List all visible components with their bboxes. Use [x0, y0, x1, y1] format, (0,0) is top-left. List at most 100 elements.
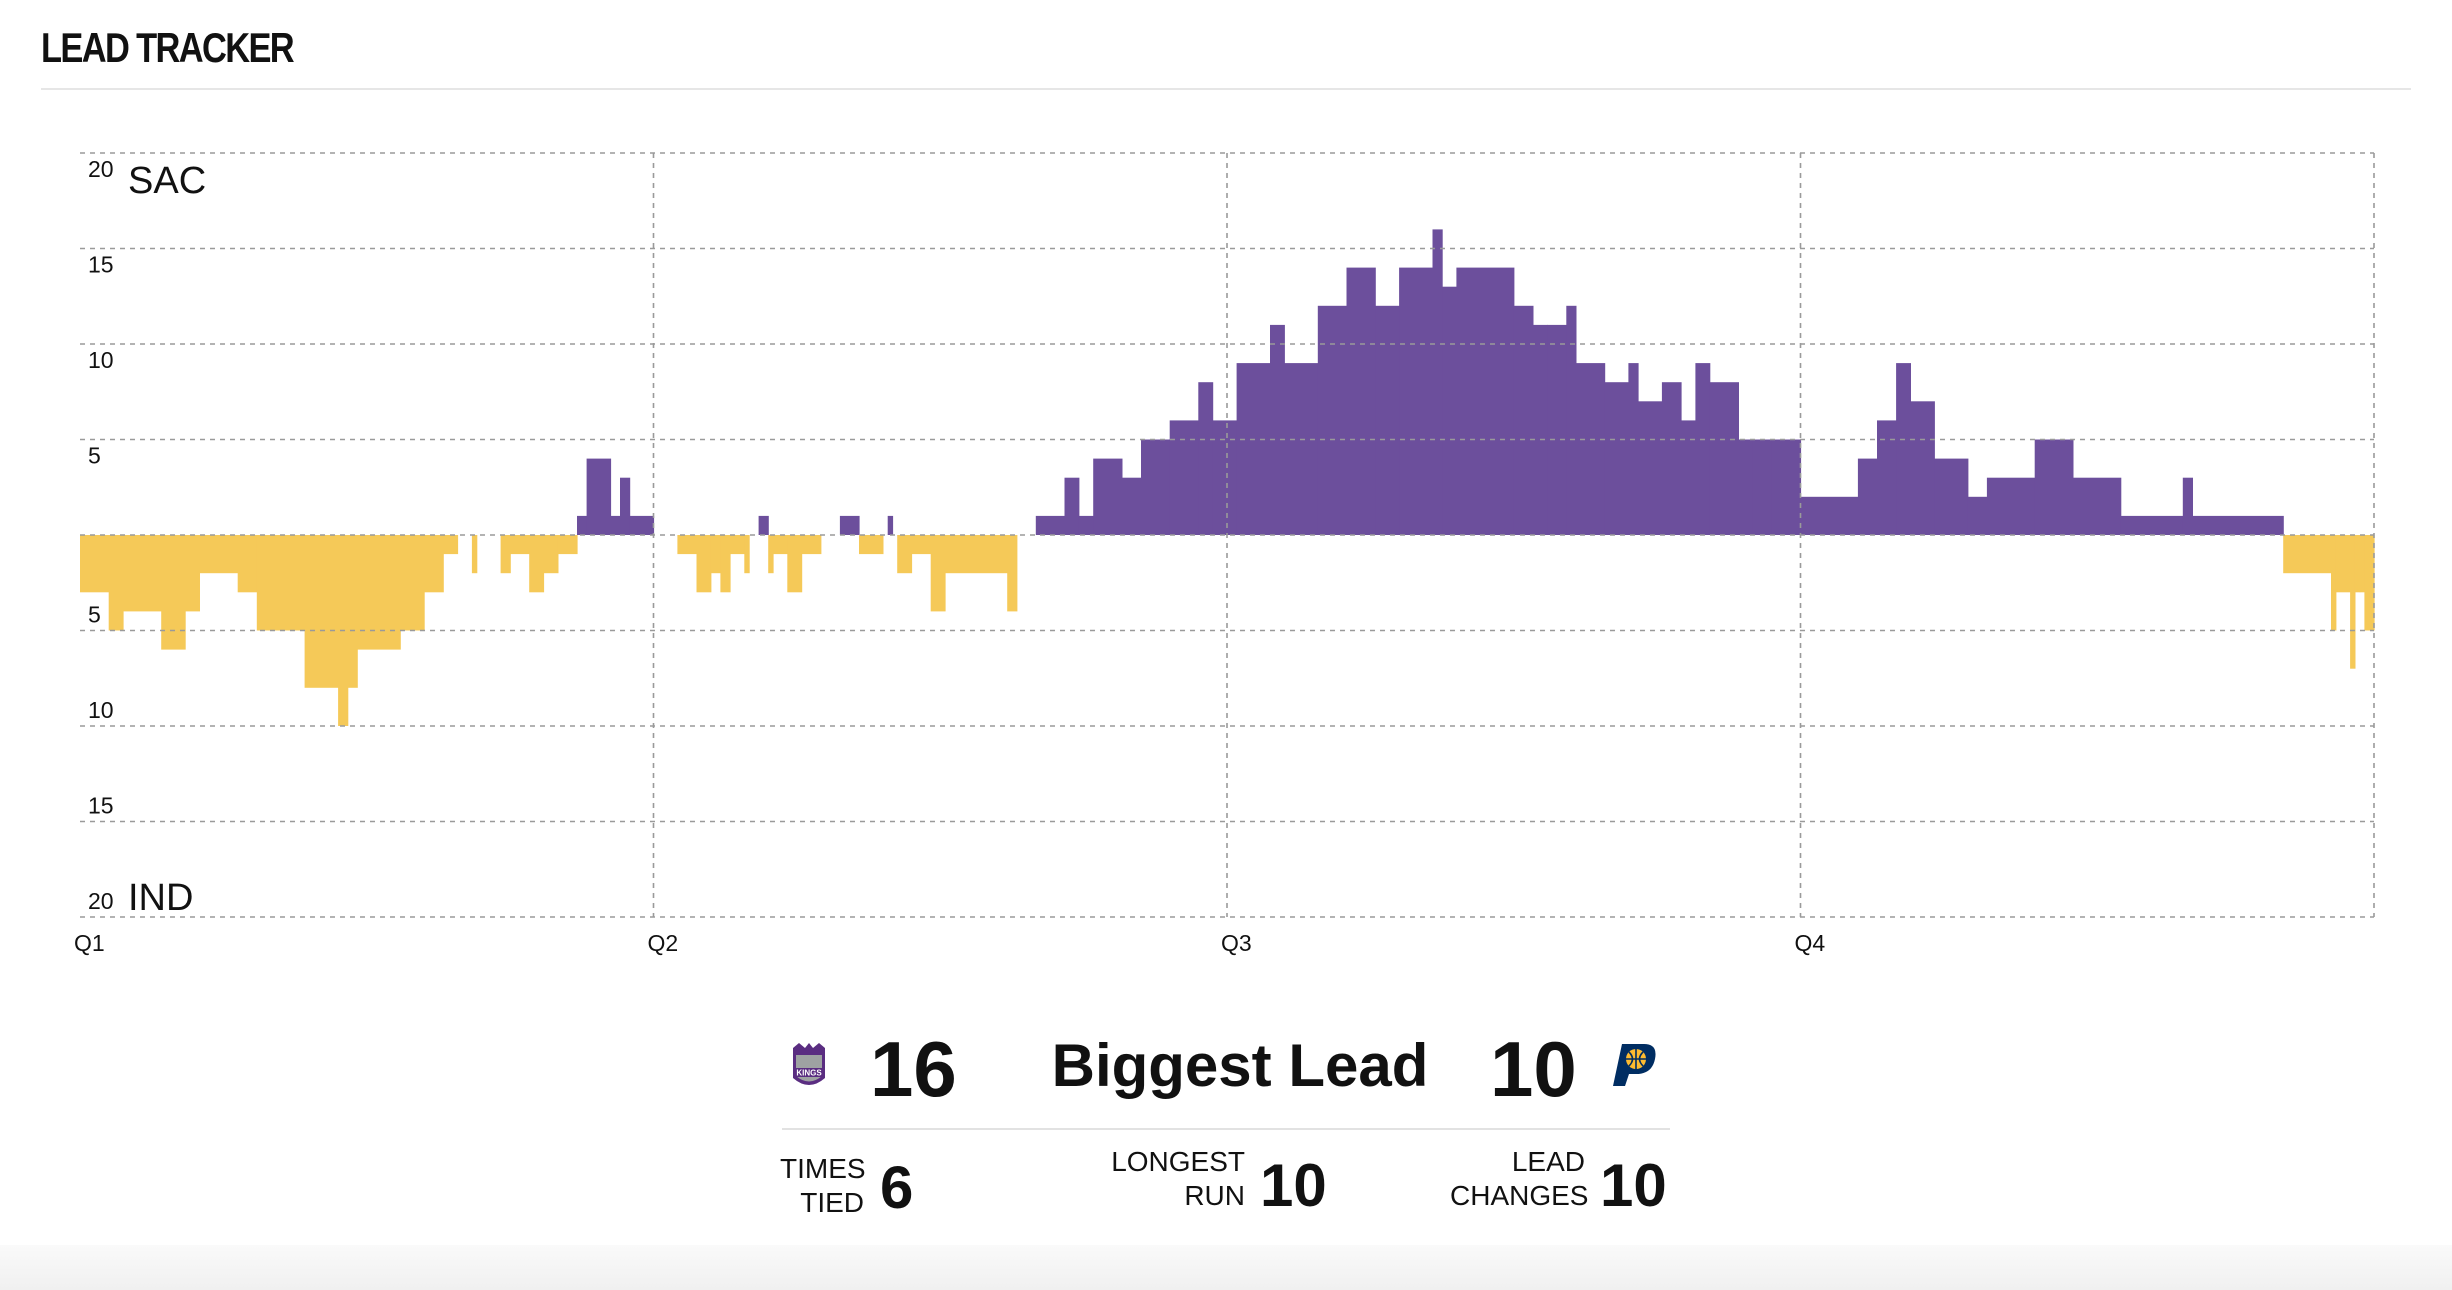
ind-lead-bar — [730, 535, 745, 555]
ind-lead-bar — [859, 535, 884, 555]
ind-lead-bar — [2350, 535, 2356, 669]
team-label-bottom: IND — [128, 877, 193, 919]
sac-lead-bar — [758, 515, 769, 535]
ind-biggest-lead: 10 — [1490, 1025, 1577, 1113]
ind-lead-bar — [768, 535, 774, 574]
sac-lead-bar — [1169, 420, 1199, 535]
longest-run-value: 10 — [1260, 1152, 1327, 1219]
sac-lead-bar — [1442, 286, 1457, 535]
sac-lead-bar — [1877, 420, 1897, 535]
sac-lead-bar — [887, 515, 894, 535]
ind-lead-bar — [443, 535, 459, 555]
sac-lead-bar — [1093, 458, 1123, 535]
sac-lead-bar — [1857, 458, 1878, 535]
sac-lead-bar — [1638, 401, 1663, 535]
x-tick-label: Q2 — [648, 930, 679, 956]
sac-lead-bar — [1456, 267, 1515, 535]
sac-lead-bar — [610, 515, 621, 535]
sac-lead-bar — [2182, 477, 2193, 535]
sac-lead-bar — [1604, 382, 1630, 535]
sac-lead-bar — [1198, 382, 1214, 535]
sac-lead-bar — [1681, 420, 1696, 535]
y-tick-label: 10 — [88, 347, 114, 373]
sac-lead-bar — [2120, 515, 2184, 535]
sac-lead-bar — [2192, 515, 2284, 535]
sac-lead-bar — [1575, 363, 1606, 535]
sac-lead-bar — [1375, 305, 1400, 535]
sac-lead-bar — [586, 458, 612, 535]
x-tick-label: Q1 — [74, 930, 105, 956]
ind-lead-bar — [945, 535, 1008, 574]
sac-lead-bar — [1896, 363, 1911, 535]
sac-lead-bar — [2072, 477, 2122, 535]
stats-panel: KINGS 16 Biggest Lead 10 TIMES TIED 6 LO… — [760, 990, 1700, 1230]
sac-lead-bar — [577, 515, 588, 535]
sac-lead-bar — [1212, 420, 1238, 535]
sac-lead-bar — [1628, 363, 1639, 535]
ind-lead-bar — [2364, 535, 2375, 631]
team-label-top: SAC — [128, 160, 206, 202]
sac-lead-bar — [1695, 363, 1711, 535]
sac-lead-bar — [1346, 267, 1376, 535]
ind-lead-bar — [801, 535, 822, 555]
biggest-lead-label: Biggest Lead — [1051, 1032, 1429, 1099]
sac-lead-bar — [1513, 305, 1534, 535]
ind-lead-bar — [237, 535, 258, 593]
ind-lead-bar — [2283, 535, 2332, 574]
y-tick-label: 5 — [88, 443, 101, 469]
ind-lead-bar — [710, 535, 721, 574]
lead-tracker-chart: 20 15 10 5 5 10 15 20 SAC IND Q1 Q2 Q3 Q4 — [74, 152, 2375, 956]
lead-changes-label: LEAD CHANGES — [1450, 1146, 1589, 1211]
ind-lead-bar — [2331, 535, 2337, 631]
ind-lead-bar — [930, 535, 946, 612]
sac-lead-bar — [1967, 496, 1988, 535]
ind-lead-bar — [529, 535, 545, 593]
ind-lead-bar — [185, 535, 200, 612]
ind-lead-bar — [500, 535, 511, 574]
sac-lead-bar — [1078, 515, 1094, 535]
sac-lead-bar — [1064, 477, 1080, 535]
ind-lead-bar — [2354, 535, 2361, 593]
sac-lead-bar — [1270, 324, 1285, 535]
sac-lead-bar — [1121, 477, 1142, 535]
ind-lead-bar — [787, 535, 803, 593]
ind-lead-bar — [744, 535, 750, 574]
ind-lead-bar — [720, 535, 731, 593]
times-tied-label: TIMES TIED — [780, 1153, 866, 1218]
sac-lead-bar — [1771, 439, 1802, 535]
ind-lead-bar — [557, 535, 578, 555]
ind-lead-bar — [108, 535, 124, 631]
kings-logo-icon: KINGS — [793, 1043, 825, 1085]
sac-lead-bar — [1399, 267, 1434, 535]
ind-lead-bar — [897, 535, 913, 574]
ind-lead-bar — [911, 535, 932, 555]
sac-lead-bar — [1547, 324, 1567, 535]
ind-lead-bar — [400, 535, 425, 631]
y-tick-label: 20 — [88, 156, 114, 182]
sac-lead-bar — [1035, 515, 1066, 535]
ind-lead-bar — [123, 535, 162, 612]
footer-band — [0, 1245, 2452, 1290]
ind-lead-bar — [1007, 535, 1018, 612]
section-header: LEAD TRACKER — [41, 18, 2411, 90]
sac-lead-bar — [1910, 401, 1935, 535]
sac-lead-bar — [1661, 382, 1682, 535]
ind-lead-bar — [347, 535, 358, 688]
sac-lead-bar — [1566, 305, 1577, 535]
sac-lead-bar — [1317, 305, 1348, 535]
ind-lead-bar — [256, 535, 306, 631]
ind-lead-bar — [677, 535, 698, 555]
sac-lead-bar — [1284, 363, 1319, 535]
ind-lead-bar — [357, 535, 401, 650]
sac-biggest-lead: 16 — [870, 1025, 957, 1113]
y-tick-label: 15 — [88, 793, 114, 819]
sac-lead-bar — [1986, 477, 2036, 535]
sac-lead-bar — [1432, 229, 1443, 535]
sac-lead-bar — [1752, 439, 1773, 535]
ind-lead-bar — [510, 535, 530, 555]
times-tied-value: 6 — [880, 1154, 914, 1221]
ind-lead-bar — [2359, 535, 2366, 593]
pacers-logo-icon — [1613, 1044, 1656, 1086]
ind-lead-bar — [773, 535, 788, 555]
y-tick-label: 20 — [88, 888, 114, 914]
